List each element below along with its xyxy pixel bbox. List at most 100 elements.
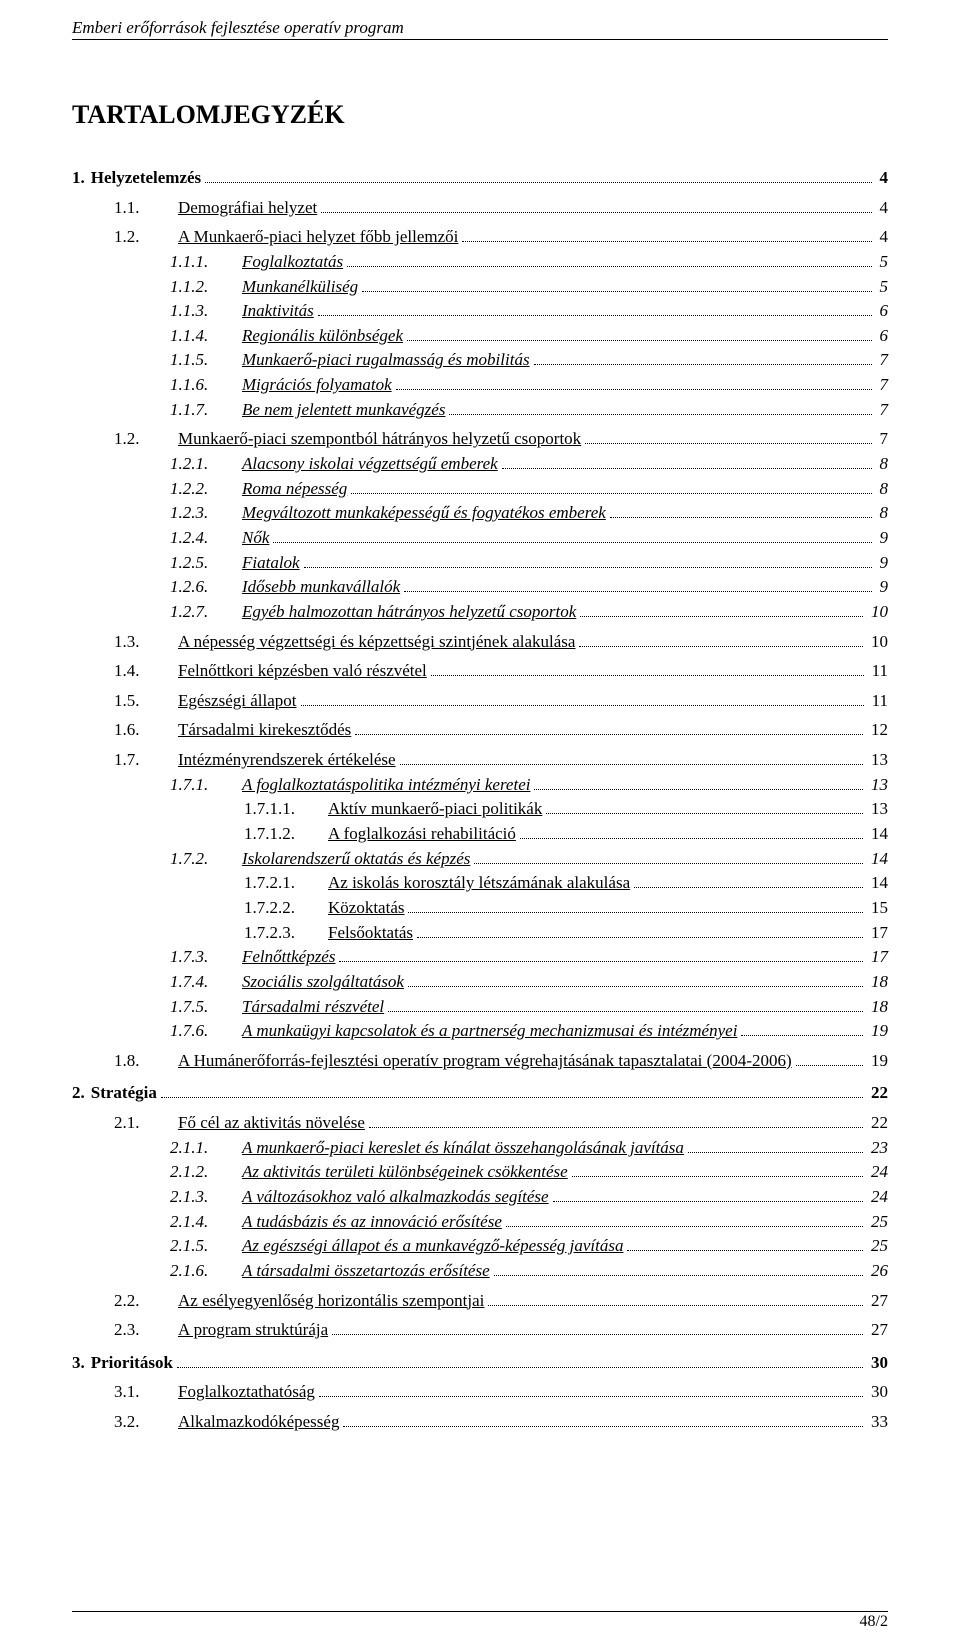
toc-entry-label: A foglalkozási rehabilitáció (328, 822, 516, 847)
toc-entry-page: 13 (867, 797, 888, 822)
toc-entry[interactable]: 1.2.3.Megváltozott munkaképességű és fog… (72, 501, 888, 526)
toc-entry-label: A társadalmi összetartozás erősítése (242, 1259, 490, 1284)
toc-entry[interactable]: 1.7.3.Felnőttképzés17 (72, 945, 888, 970)
toc-entry-leader (553, 1186, 863, 1202)
toc-entry-label: Inaktivitás (242, 299, 314, 324)
toc-entry[interactable]: 1.3.A népesség végzettségi és képzettség… (72, 630, 888, 655)
toc-entry-label: A munkaerő-piaci kereslet és kínálat öss… (242, 1136, 684, 1161)
toc-entry-leader (332, 1319, 863, 1335)
running-head: Emberi erőforrások fejlesztése operatív … (72, 18, 888, 40)
toc-entry-label: Szociális szolgáltatások (242, 970, 404, 995)
toc-entry-leader (634, 872, 863, 888)
toc-entry-leader (796, 1049, 863, 1065)
toc-entry[interactable]: 1.1.Demográfiai helyzet4 (72, 196, 888, 221)
toc-entry[interactable]: 1.2.Munkaerő-piaci szempontból hátrányos… (72, 427, 888, 452)
toc-entry-label: A Munkaerő-piaci helyzet főbb jellemzői (178, 225, 458, 250)
toc-entry[interactable]: 1.7.1.A foglalkoztatáspolitika intézmény… (72, 773, 888, 798)
toc-entry-leader (362, 275, 871, 291)
toc-entry-page: 19 (867, 1019, 888, 1044)
toc-entry[interactable]: 2.Stratégia22 (72, 1081, 888, 1106)
toc-entry-label: Foglalkoztatás (242, 250, 343, 275)
toc-entry-number: 2.1.3. (170, 1185, 242, 1210)
toc-entry[interactable]: 1.1.3.Inaktivitás6 (72, 299, 888, 324)
toc-entry[interactable]: 1.8.A Humánerőforrás-fejlesztési operatí… (72, 1049, 888, 1074)
toc-entry[interactable]: 2.2.Az esélyegyenlőség horizontális szem… (72, 1289, 888, 1314)
toc-entry[interactable]: 2.1.2.Az aktivitás területi különbségein… (72, 1160, 888, 1185)
toc-entry-label: Az aktivitás területi különbségeinek csö… (242, 1160, 568, 1185)
toc-entry[interactable]: 3.2.Alkalmazkodóképesség33 (72, 1410, 888, 1435)
toc-entry[interactable]: 1.7.1.2.A foglalkozási rehabilitáció14 (72, 822, 888, 847)
toc-entry[interactable]: 1.7.2.3.Felsőoktatás17 (72, 921, 888, 946)
toc-entry-number: 3. (72, 1351, 91, 1376)
toc-entry[interactable]: 1.7.1.1.Aktív munkaerő-piaci politikák13 (72, 797, 888, 822)
toc-entry-leader (474, 847, 863, 863)
toc-entry[interactable]: 1.2.A Munkaerő-piaci helyzet főbb jellem… (72, 225, 888, 250)
toc-entry-leader (417, 921, 863, 937)
toc-entry-page: 24 (867, 1160, 888, 1185)
toc-entry[interactable]: 1.7.4.Szociális szolgáltatások18 (72, 970, 888, 995)
toc-entry-number: 1.7.2.3. (244, 921, 328, 946)
toc-entry-page: 7 (876, 398, 889, 423)
toc-entry-leader (579, 630, 863, 646)
toc-entry[interactable]: 1.1.6.Migrációs folyamatok7 (72, 373, 888, 398)
toc-entry[interactable]: 3.1.Foglalkoztathatóság30 (72, 1380, 888, 1405)
toc-entry-label: Megváltozott munkaképességű és fogyatéko… (242, 501, 606, 526)
toc-entry[interactable]: 1.1.7.Be nem jelentett munkavégzés7 (72, 398, 888, 423)
toc-entry[interactable]: 1.2.1.Alacsony iskolai végzettségű ember… (72, 452, 888, 477)
toc-entry[interactable]: 1.4.Felnőttkori képzésben való részvétel… (72, 659, 888, 684)
toc-entry-leader (205, 167, 871, 183)
toc-entry-page: 10 (867, 600, 888, 625)
toc-entry[interactable]: 1.1.4.Regionális különbségek6 (72, 324, 888, 349)
toc-entry-page: 27 (867, 1289, 888, 1314)
toc-entry[interactable]: 1.1.5.Munkaerő-piaci rugalmasság és mobi… (72, 348, 888, 373)
toc-entry[interactable]: 2.1.Fő cél az aktivitás növelése22 (72, 1111, 888, 1136)
toc-entry[interactable]: 3.Prioritások30 (72, 1351, 888, 1376)
toc-entry-leader (318, 300, 872, 316)
toc-entry-label: Felnőttképzés (242, 945, 335, 970)
toc-entry-label: Prioritások (91, 1351, 173, 1376)
toc-entry-page: 7 (876, 427, 889, 452)
toc-entry[interactable]: 1.Helyzetelemzés4 (72, 166, 888, 191)
toc-entry[interactable]: 1.7.2.2.Közoktatás15 (72, 896, 888, 921)
toc-entry-number: 2.2. (114, 1289, 178, 1314)
toc-entry[interactable]: 2.1.1.A munkaerő-piaci kereslet és kínál… (72, 1136, 888, 1161)
toc-entry[interactable]: 1.1.2.Munkanélküliség5 (72, 275, 888, 300)
toc-entry-label: Alkalmazkodóképesség (178, 1410, 339, 1435)
toc-entry[interactable]: 1.2.7.Egyéb halmozottan hátrányos helyze… (72, 600, 888, 625)
toc-entry-label: Az esélyegyenlőség horizontális szempont… (178, 1289, 484, 1314)
toc-entry-page: 6 (876, 324, 889, 349)
toc-entry-leader (688, 1136, 863, 1152)
toc-entry[interactable]: 1.5.Egészségi állapot11 (72, 689, 888, 714)
toc-entry[interactable]: 2.1.5.Az egészségi állapot és a munkavég… (72, 1234, 888, 1259)
toc-entry-number: 1.2. (114, 225, 178, 250)
toc-entry[interactable]: 2.3.A program struktúrája27 (72, 1318, 888, 1343)
toc-entry-number: 1.7.2.1. (244, 871, 328, 896)
toc-entry-label: Alacsony iskolai végzettségű emberek (242, 452, 498, 477)
toc-entry-page: 18 (867, 995, 888, 1020)
toc-entry-label: Demográfiai helyzet (178, 196, 317, 221)
toc-entry[interactable]: 1.2.4.Nők9 (72, 526, 888, 551)
toc-entry[interactable]: 1.2.6.Idősebb munkavállalók9 (72, 575, 888, 600)
toc-entry[interactable]: 2.1.6.A társadalmi összetartozás erősíté… (72, 1259, 888, 1284)
toc-entry[interactable]: 1.7.2.1.Az iskolás korosztály létszámána… (72, 871, 888, 896)
toc-entry[interactable]: 1.7.Intézményrendszerek értékelése13 (72, 748, 888, 773)
toc-entry[interactable]: 1.1.1.Foglalkoztatás5 (72, 250, 888, 275)
toc-entry-label: Felnőttkori képzésben való részvétel (178, 659, 427, 684)
toc-entry-page: 13 (867, 773, 888, 798)
toc-entry[interactable]: 1.6.Társadalmi kirekesztődés12 (72, 718, 888, 743)
toc-entry-leader (741, 1020, 863, 1036)
toc-entry-label: Közoktatás (328, 896, 404, 921)
toc-entry-leader (177, 1352, 863, 1368)
toc-entry[interactable]: 1.7.5.Társadalmi részvétel18 (72, 995, 888, 1020)
toc-entry[interactable]: 1.7.2.Iskolarendszerű oktatás és képzés1… (72, 847, 888, 872)
toc-entry-leader (351, 477, 871, 493)
toc-entry[interactable]: 1.7.6.A munkaügyi kapcsolatok és a partn… (72, 1019, 888, 1044)
toc-entry[interactable]: 2.1.3.A változásokhoz való alkalmazkodás… (72, 1185, 888, 1210)
toc-entry[interactable]: 1.2.5.Fiatalok9 (72, 551, 888, 576)
toc-entry[interactable]: 1.2.2.Roma népesség8 (72, 477, 888, 502)
toc-entry[interactable]: 2.1.4.A tudásbázis és az innováció erősí… (72, 1210, 888, 1235)
toc-entry-page: 19 (867, 1049, 888, 1074)
toc-entry-leader (494, 1260, 863, 1276)
toc-entry-page: 12 (867, 718, 888, 743)
toc-entry-leader (407, 325, 872, 341)
